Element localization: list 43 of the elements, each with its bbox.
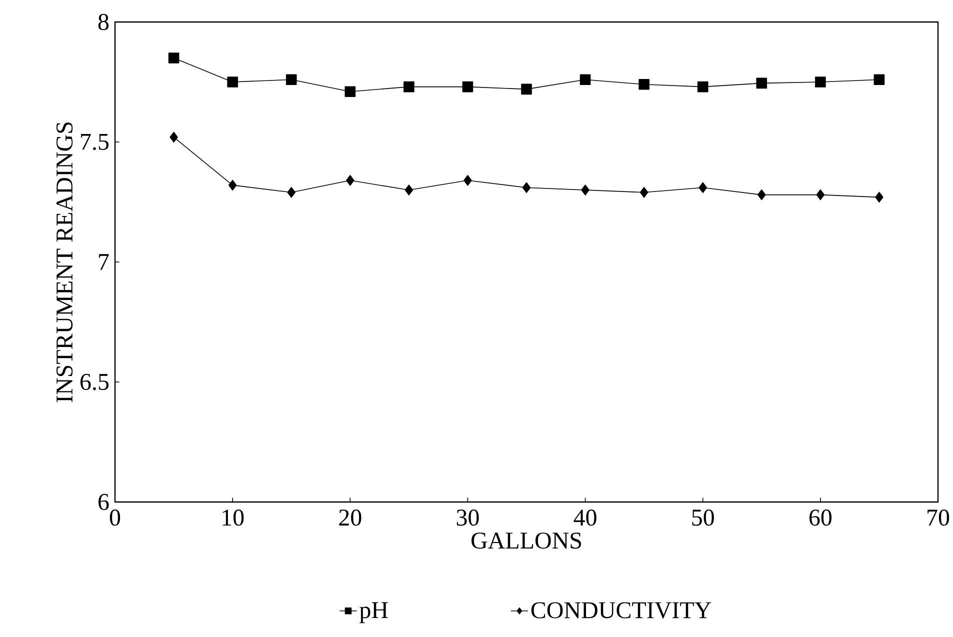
x-tick-label: 30 [456, 510, 479, 526]
point [287, 186, 296, 198]
point [698, 182, 708, 193]
x-tick-label: 50 [692, 510, 714, 526]
y-tick-label: 6 [98, 494, 109, 510]
point [757, 189, 766, 200]
point [286, 74, 297, 85]
point [756, 78, 768, 89]
point [816, 189, 825, 200]
point [815, 76, 826, 88]
point [404, 184, 414, 196]
point [344, 86, 356, 97]
point [521, 84, 532, 95]
point [874, 74, 885, 85]
x-tick-label: 40 [574, 510, 596, 526]
point [228, 180, 237, 191]
point [640, 186, 648, 198]
point [462, 81, 474, 92]
x-tick-label: 20 [339, 510, 362, 526]
point [581, 184, 590, 196]
point [697, 81, 708, 92]
y-tick-label: 6.5 [80, 374, 109, 390]
y-tick-label: 7.5 [81, 134, 109, 150]
y-axis-title: INSTRUMENT READINGS [56, 122, 73, 402]
x-tick-label: 10 [222, 510, 244, 526]
point [404, 81, 414, 92]
x-tick-label: 60 [809, 510, 832, 526]
point [522, 182, 531, 193]
point [875, 192, 884, 203]
x-tick-label: 70 [928, 510, 950, 526]
x-axis-title: GALLONS [471, 532, 581, 549]
y-tick-label: 8 [98, 14, 109, 30]
x-tick-label: 0 [110, 510, 120, 526]
point [580, 74, 591, 85]
point [168, 52, 180, 64]
legend-label: pH [360, 602, 388, 624]
legend-label: CONDUCTIVITY [531, 602, 712, 618]
point [227, 76, 238, 88]
point [638, 78, 650, 90]
point [346, 174, 354, 186]
y-tick-label: 7 [99, 254, 109, 270]
point [170, 132, 178, 143]
point [464, 174, 472, 186]
